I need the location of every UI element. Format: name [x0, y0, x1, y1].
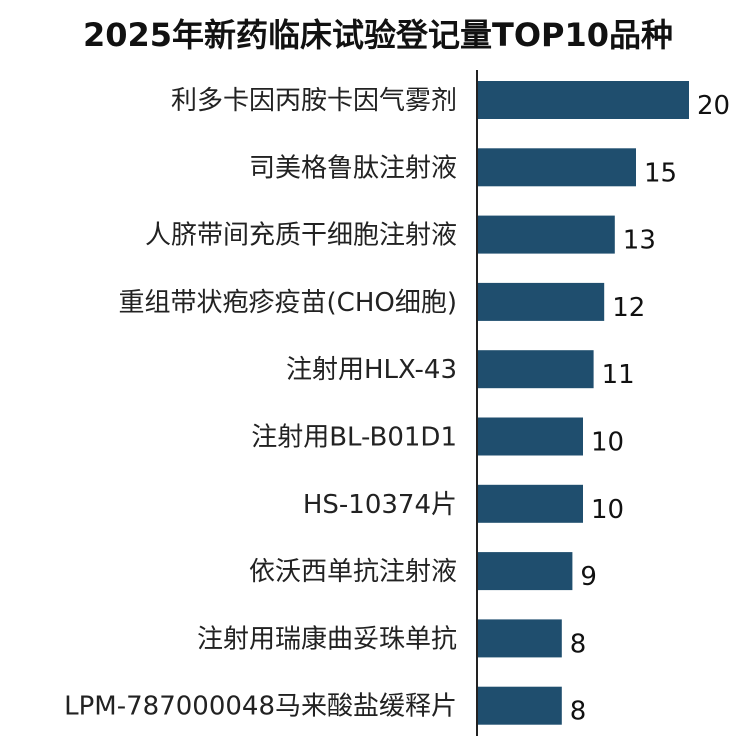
bar-1: [477, 148, 636, 187]
category-label-4: 注射用HLX-43: [286, 355, 457, 385]
value-label-3: 12: [612, 293, 645, 323]
category-label-6: HS-10374片: [303, 490, 457, 520]
bar-5: [477, 417, 583, 456]
category-label-8: 注射用瑞康曲妥珠单抗: [197, 624, 457, 654]
value-label-5: 10: [591, 428, 624, 458]
value-labels-layer: 20 15 13 12 11 10 10 9 8 8: [570, 91, 730, 727]
category-labels-layer: 利多卡因丙胺卡因气雾剂司美格鲁肽注射液人脐带间充质干细胞注射液重组带状疱疹疫苗(…: [64, 86, 457, 722]
category-label-3: 重组带状疱疹疫苗(CHO细胞): [119, 288, 457, 318]
bar-3: [477, 282, 605, 321]
value-label-9: 8: [570, 697, 587, 727]
value-label-0: 20: [697, 91, 730, 121]
bar-8: [477, 619, 562, 658]
bar-4: [477, 350, 594, 389]
category-label-0: 利多卡因丙胺卡因气雾剂: [171, 86, 457, 116]
category-label-1: 司美格鲁肽注射液: [249, 153, 457, 183]
value-label-1: 15: [644, 158, 677, 188]
category-label-7: 依沃西单抗注射液: [249, 557, 457, 587]
bar-2: [477, 215, 615, 254]
value-label-4: 11: [602, 360, 635, 390]
bar-0: [477, 81, 689, 119]
value-label-6: 10: [591, 495, 624, 525]
value-label-7: 9: [580, 562, 597, 592]
value-label-2: 13: [623, 226, 656, 256]
bar-7: [477, 552, 573, 591]
category-label-9: LPM-787000048马来酸盐缓释片: [64, 692, 457, 722]
bar-9: [477, 686, 562, 725]
category-label-5: 注射用BL-B01D1: [251, 423, 457, 453]
bars-layer: [477, 81, 689, 725]
category-label-2: 人脐带间充质干细胞注射液: [145, 221, 457, 251]
bar-6: [477, 484, 583, 523]
value-label-8: 8: [570, 629, 587, 659]
chart-title: 2025年新药临床试验登记量TOP10品种: [82, 16, 674, 54]
